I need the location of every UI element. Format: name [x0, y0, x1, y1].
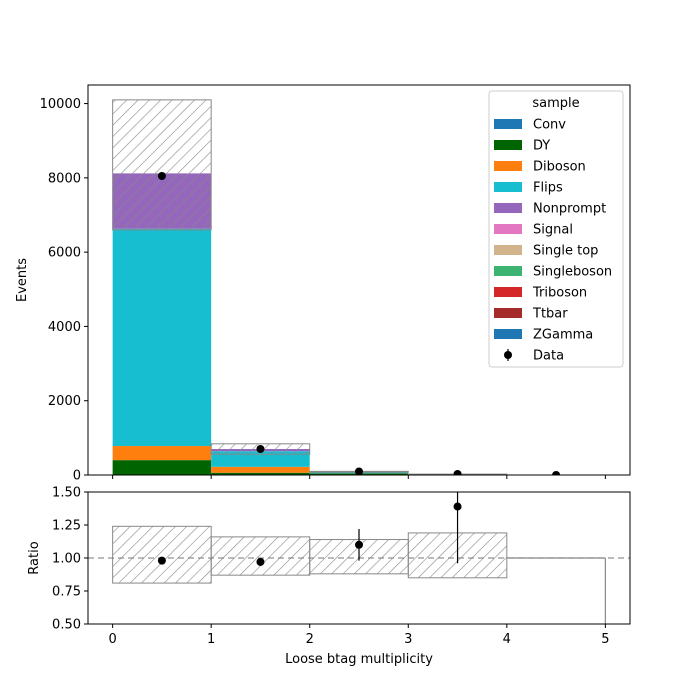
- ratio-y-tick-label: 1.25: [52, 519, 81, 534]
- x-tick-label: 1: [207, 632, 215, 647]
- y-tick-label: 10000: [40, 97, 81, 112]
- x-axis-label: Loose btag multiplicity: [285, 652, 433, 667]
- x-tick-label: 0: [108, 632, 116, 647]
- data-point-1: [256, 445, 265, 453]
- main-plot-frame: [87, 84, 631, 476]
- data-point-3: [453, 469, 462, 475]
- main-histogram-panel: 0 2000 4000 6000 8000 10000 Events: [15, 84, 631, 484]
- y-tick-label: 6000: [48, 246, 81, 261]
- ratio-point-3: [453, 502, 462, 511]
- legend-swatch-signal: [494, 224, 522, 234]
- ratio-axis-label: Ratio: [27, 541, 42, 574]
- legend-swatch-nonprompt: [494, 203, 522, 213]
- ratio-band-bin-0: [112, 525, 212, 584]
- legend-swatch-dy: [494, 140, 522, 150]
- legend-data-marker: [504, 351, 512, 359]
- legend-swatch-single-top: [494, 245, 522, 255]
- legend-label-ttbar: Ttbar: [532, 307, 568, 322]
- y-tick-label: 2000: [48, 394, 81, 409]
- y-tick-label: 0: [73, 469, 81, 484]
- bar-flips-bin-0: [112, 228, 212, 447]
- legend-label-signal: Signal: [533, 223, 573, 238]
- ratio-point-1: [256, 557, 265, 566]
- y-axis-label: Events: [15, 258, 30, 302]
- ratio-y-tick-label: 1.00: [52, 552, 81, 567]
- ratio-band-bin-1: [210, 536, 311, 576]
- legend-swatch-diboson: [494, 161, 522, 171]
- legend-swatch-conv: [494, 119, 522, 129]
- x-tick-label: 4: [503, 632, 511, 647]
- bar-dy-bin-0: [112, 460, 212, 475]
- legend-title: sample: [532, 96, 579, 111]
- ratio-y-tick-label: 1.50: [52, 486, 81, 501]
- ratio-point-0: [157, 556, 166, 565]
- ratio-y-tick-label: 0.50: [52, 618, 81, 633]
- legend: sample Conv DY Diboson Flips Nonprompt Signal…: [488, 90, 624, 368]
- legend-label-diboson: Diboson: [533, 160, 586, 175]
- legend-label-dy: DY: [533, 139, 550, 154]
- y-tick-label: 4000: [48, 320, 81, 335]
- legend-swatch-zgamma: [494, 329, 522, 339]
- bar-diboson-bin-0: [112, 446, 212, 461]
- x-tick-label: 3: [404, 632, 412, 647]
- ratio-panel: 0.50 0.75 1.00 1.25 1.50 0 1 2 3 4 5 Loose btag m…: [27, 486, 631, 667]
- y-tick-label: 8000: [48, 171, 81, 186]
- legend-label-triboson: Triboson: [532, 286, 587, 301]
- legend-swatch-singleboson: [494, 266, 522, 276]
- legend-label-singleboson: Singleboson: [533, 265, 612, 280]
- legend-label-nonprompt: Nonprompt: [533, 202, 606, 217]
- legend-box: [488, 90, 624, 368]
- x-tick-label: 5: [601, 632, 609, 647]
- data-point-4: [552, 471, 561, 475]
- legend-label-data: Data: [533, 349, 564, 364]
- legend-label-conv: Conv: [533, 118, 566, 133]
- legend-label-single-top: Single top: [533, 244, 598, 259]
- bar-diboson-bin-1: [211, 466, 310, 473]
- legend-label-flips: Flips: [533, 181, 563, 196]
- x-tick-label: 2: [306, 632, 314, 647]
- ratio-y-tick-label: 0.75: [52, 585, 81, 600]
- bar-flips-bin-1: [211, 451, 310, 467]
- legend-label-zgamma: ZGamma: [533, 328, 593, 343]
- uncertainty-band-bin-0: [112, 99, 212, 231]
- legend-swatch-flips: [494, 182, 522, 192]
- data-point-2: [355, 467, 363, 475]
- data-point-0: [157, 172, 166, 180]
- bar-dy-bin-1: [211, 472, 310, 475]
- legend-swatch-triboson: [494, 287, 522, 297]
- ratio-point-2: [355, 540, 363, 549]
- legend-swatch-ttbar: [494, 308, 522, 318]
